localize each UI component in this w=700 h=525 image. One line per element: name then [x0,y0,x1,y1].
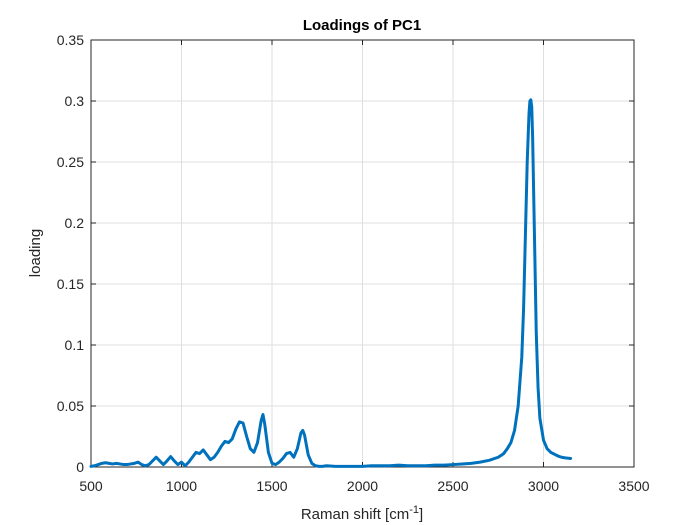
chart-title: Loadings of PC1 [303,17,421,34]
y-tick-label: 0 [76,459,84,475]
x-tick-label: 3500 [618,478,649,494]
x-tick-label: 1000 [166,478,197,494]
y-tick-label: 0.15 [57,276,84,292]
x-tick-label: 500 [79,478,103,494]
y-tick-label: 0.05 [57,398,84,414]
x-axis-label-main: Raman shift [cm [301,506,409,523]
ticks [90,39,635,468]
y-tick-label: 0.35 [57,32,84,48]
y-tick-label: 0.3 [65,93,85,109]
y-axis-label: loading [27,229,44,277]
x-axis-label-suffix: ] [419,506,423,523]
x-axis-label-superscript: -1 [409,504,419,516]
x-tick-label: 3000 [528,478,559,494]
x-tick-label: 1500 [256,478,287,494]
x-tick-labels: 500 1000 1500 2000 2500 3000 3500 [79,478,649,494]
x-tick-label: 2500 [437,478,468,494]
y-tick-label: 0.2 [65,215,85,231]
y-tick-label: 0.1 [65,337,85,353]
x-tick-label: 2000 [347,478,378,494]
y-tick-labels: 0 0.05 0.1 0.15 0.2 0.25 0.3 0.35 [57,32,84,475]
series-line-pc1 [89,98,573,468]
x-axis-label: Raman shift [cm-1] [301,504,423,523]
y-tick-label: 0.25 [57,154,84,170]
